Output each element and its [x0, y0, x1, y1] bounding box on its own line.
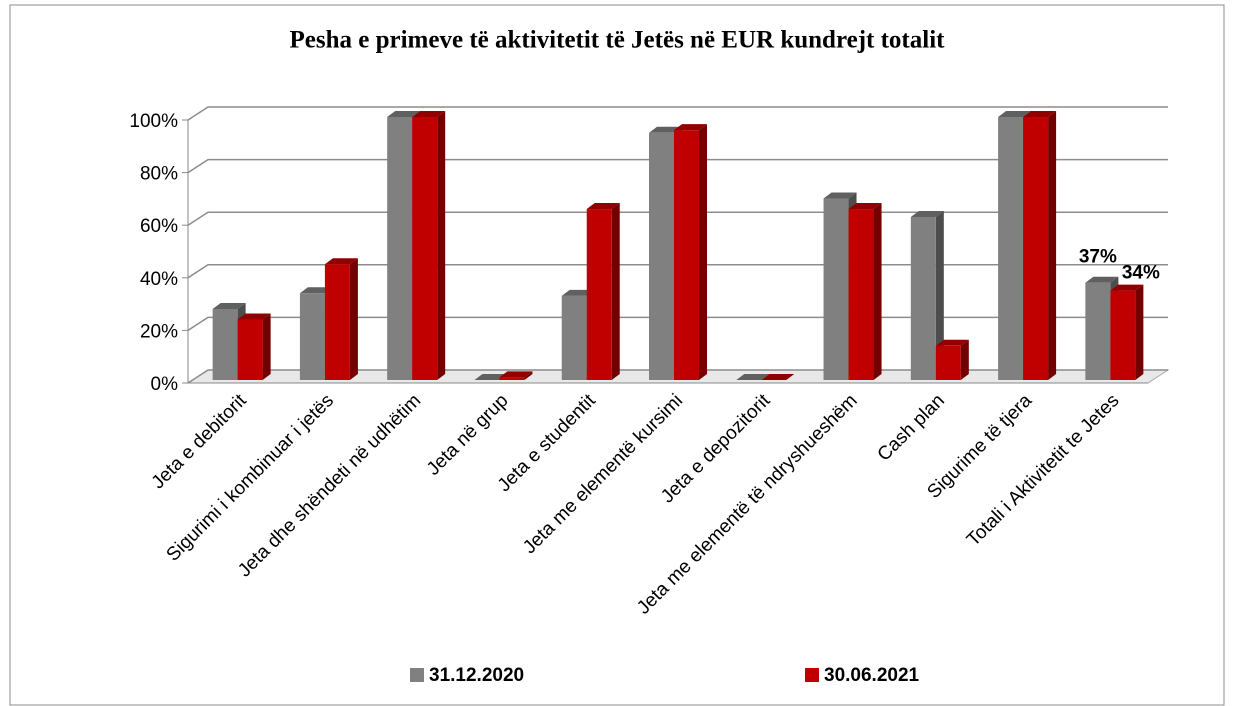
legend-label: 31.12.2020: [429, 665, 524, 686]
y-tick-label: 40%: [140, 269, 178, 290]
y-tick-label: 60%: [140, 216, 178, 237]
bar-top: [561, 289, 595, 296]
bar-top: [649, 126, 682, 133]
bar: [586, 209, 612, 380]
bar-top: [823, 192, 857, 199]
bar-side: [873, 203, 882, 380]
bar: [1085, 282, 1111, 380]
legend-swatch: [410, 668, 424, 682]
bar-top: [736, 374, 770, 380]
y-tick-label: 0%: [151, 374, 179, 395]
bar: [1110, 290, 1136, 380]
bar-side: [1048, 111, 1057, 380]
grid-line: [187, 158, 1168, 174]
bar: [499, 377, 525, 380]
bar-top: [1023, 111, 1057, 117]
bar-top: [848, 203, 882, 210]
bar-side: [1135, 284, 1144, 380]
legend-swatch: [805, 668, 819, 682]
bar: [823, 198, 849, 380]
y-tick-label: 80%: [140, 164, 178, 185]
bar: [324, 264, 350, 380]
bar-side: [960, 339, 969, 380]
bar: [237, 319, 263, 380]
bar-top: [412, 111, 446, 117]
bar: [998, 117, 1024, 380]
bar: [1023, 117, 1049, 380]
bar-side: [699, 124, 707, 381]
bar: [412, 117, 438, 380]
bar-top: [324, 258, 358, 265]
bar-top: [212, 302, 246, 309]
bar-side: [524, 371, 533, 380]
bar-side: [935, 210, 944, 380]
bar-top: [387, 111, 421, 117]
bar-side: [437, 111, 446, 380]
bar-top: [998, 111, 1032, 117]
legend-label: 30.06.2021: [824, 665, 920, 686]
bar-side: [262, 313, 271, 380]
bar-top: [761, 374, 795, 380]
grid-line: [187, 106, 1168, 121]
bar-side: [611, 203, 620, 380]
bar-top: [499, 371, 533, 378]
bar-side: [349, 258, 358, 380]
y-tick-label: 20%: [140, 321, 178, 342]
bar: [212, 308, 238, 380]
bar-top: [237, 313, 271, 320]
bar-top: [1110, 284, 1144, 291]
chart-title: Pesha e primeve të aktivitetit të Jetës …: [290, 27, 946, 54]
bar-top: [586, 203, 620, 210]
bar: [649, 132, 674, 380]
bar-top: [1085, 276, 1119, 283]
bar: [674, 130, 699, 380]
bar: [561, 295, 587, 380]
bar-top: [910, 210, 944, 217]
bar-top: [474, 374, 508, 380]
bar: [387, 117, 413, 380]
bar: [935, 345, 961, 380]
bar: [848, 209, 874, 380]
bar-top: [935, 339, 969, 346]
y-tick-label: 100%: [129, 111, 178, 132]
data-label: 37%: [1079, 247, 1117, 268]
bar: [910, 216, 936, 380]
bar-top: [674, 124, 707, 131]
bar-top: [299, 287, 333, 294]
bar: [299, 293, 325, 380]
data-label: 34%: [1122, 263, 1160, 284]
